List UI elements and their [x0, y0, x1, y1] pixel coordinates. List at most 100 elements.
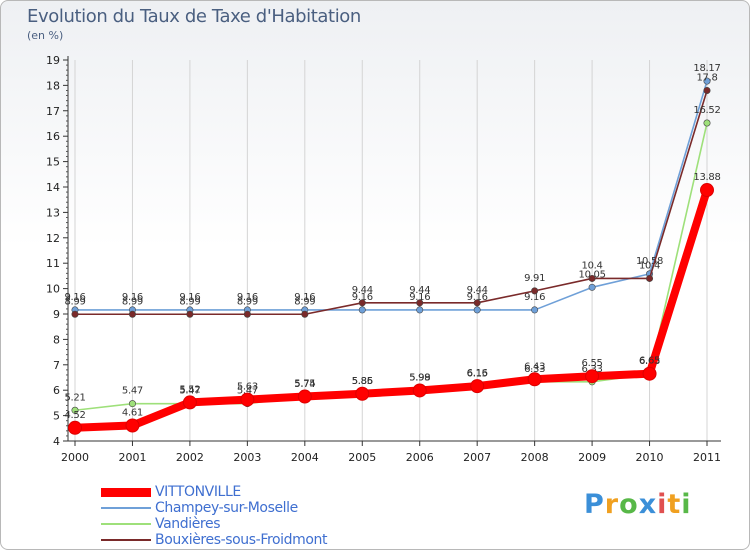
data-point-vittonville: [700, 183, 714, 198]
data-label-bouxieres-sous-froidmont: 8.99: [64, 296, 85, 307]
series-line-vandieres: [74, 122, 708, 412]
y-tick-label: 16: [46, 130, 60, 143]
y-tick-label: 17: [46, 105, 60, 118]
data-point-bouxieres-sous-froidmont: [531, 287, 539, 295]
data-point-bouxieres-sous-froidmont: [646, 274, 654, 282]
data-label-champey-sur-moselle: 9.16: [294, 292, 315, 303]
data-label-vandieres: 5.98: [409, 373, 430, 384]
series-line-champey-sur-moselle: [74, 80, 708, 311]
y-tick-label: 5: [53, 410, 60, 423]
logo-letter: o: [619, 489, 639, 520]
x-tick-label: 2000: [61, 451, 89, 464]
data-label-vandieres: 5.21: [64, 392, 85, 403]
y-tick-label: 12: [46, 232, 60, 245]
data-label-bouxieres-sous-froidmont: 9.91: [524, 273, 545, 284]
logo-letter: i: [657, 489, 668, 520]
data-label-vittonville: 5.63: [237, 382, 258, 393]
data-label-vandieres: 5.47: [179, 386, 200, 397]
data-label-bouxieres-sous-froidmont: 10.4: [582, 260, 603, 271]
proxiti-logo: Proxiti: [584, 489, 692, 520]
data-point-vittonville: [240, 392, 255, 407]
logo-letter: r: [604, 489, 620, 520]
x-tick-label: 2011: [693, 451, 721, 464]
data-label-vittonville: 5.99: [409, 372, 430, 383]
chart-subtitle: (en %): [27, 29, 64, 42]
legend-label-vandieres: Vandières: [155, 516, 221, 532]
data-point-vittonville: [470, 379, 485, 394]
data-label-bouxieres-sous-froidmont: 8.99: [122, 296, 143, 307]
legend-swatch-vittonville: [101, 487, 151, 497]
data-point-vittonville: [642, 366, 657, 381]
x-tick-label: 2004: [291, 451, 319, 464]
data-point-bouxieres-sous-froidmont: [588, 274, 596, 282]
y-tick-label: 6: [53, 384, 60, 397]
data-label-bouxieres-sous-froidmont: 17.8: [696, 72, 717, 83]
logo-letter: P: [584, 489, 605, 520]
data-label-champey-sur-moselle: 9.16: [179, 292, 200, 303]
legend-swatch-champey: [101, 507, 151, 509]
y-tick-label: 18: [46, 79, 60, 92]
data-label-vittonville: 6.65: [639, 356, 660, 367]
data-label-champey-sur-moselle: 18.17: [693, 63, 720, 74]
legend-item-champey: Champey-sur-Moselle: [101, 500, 327, 516]
legend-swatch-vandieres: [101, 523, 151, 525]
data-point-vittonville: [68, 420, 82, 435]
data-label-vandieres: 5.47: [237, 386, 258, 397]
data-label-vandieres: 16.52: [693, 105, 720, 116]
x-tick-label: 2005: [348, 451, 376, 464]
y-tick-label: 9: [53, 308, 60, 321]
data-point-champey-sur-moselle: [588, 283, 596, 291]
data-label-champey-sur-moselle: 9.16: [122, 292, 143, 303]
series-line-vittonville: [71, 186, 711, 432]
data-label-vittonville: 6.16: [467, 368, 488, 379]
logo-letter: t: [667, 489, 682, 520]
x-tick-label: 2010: [636, 451, 664, 464]
data-label-bouxieres-sous-froidmont: 10.4: [639, 260, 660, 271]
data-label-bouxieres-sous-froidmont: 9.44: [467, 285, 488, 296]
legend: VITTONVILLE Champey-sur-Moselle Vandière…: [101, 484, 328, 548]
data-label-vandieres: 5.85: [352, 376, 373, 387]
data-point-vandieres: [128, 400, 136, 408]
data-label-vittonville: 6.43: [524, 361, 545, 372]
data-label-champey-sur-moselle: 9.16: [237, 292, 258, 303]
data-label-champey-sur-moselle: 10.05: [579, 269, 606, 280]
data-point-bouxieres-sous-froidmont: [128, 310, 136, 318]
y-tick-label: 8: [53, 333, 60, 346]
data-label-bouxieres-sous-froidmont: 8.99: [237, 296, 258, 307]
data-point-champey-sur-moselle: [703, 77, 711, 85]
data-label-vittonville: 5.52: [179, 384, 200, 395]
data-label-vittonville: 5.86: [352, 376, 373, 387]
data-point-vittonville: [297, 389, 312, 404]
x-tick-label: 2007: [463, 451, 491, 464]
x-tick-label: 2002: [176, 451, 204, 464]
data-point-vittonville: [585, 369, 600, 384]
data-label-bouxieres-sous-froidmont: 8.99: [294, 296, 315, 307]
data-label-vittonville: 4.52: [64, 410, 85, 421]
data-label-bouxieres-sous-froidmont: 8.99: [179, 296, 200, 307]
data-point-vittonville: [182, 395, 197, 410]
data-point-vittonville: [527, 372, 542, 387]
data-point-bouxieres-sous-froidmont: [703, 86, 711, 94]
x-tick-label: 2003: [233, 451, 261, 464]
data-point-vittonville: [355, 386, 370, 401]
data-label-vittonville: 6.55: [582, 358, 603, 369]
chart-title: Evolution du Taux de Taxe d'Habitation: [27, 6, 361, 27]
data-point-champey-sur-moselle: [473, 306, 481, 314]
data-point-champey-sur-moselle: [531, 306, 539, 314]
data-point-vandieres: [703, 119, 711, 127]
data-label-bouxieres-sous-froidmont: 9.44: [409, 285, 430, 296]
data-point-vittonville: [412, 383, 427, 398]
y-tick-label: 15: [46, 156, 60, 169]
data-point-vandieres: [71, 406, 79, 414]
data-label-champey-sur-moselle: 10.58: [636, 256, 663, 267]
data-point-bouxieres-sous-froidmont: [71, 310, 79, 318]
data-label-vandieres: 6.33: [524, 364, 545, 375]
data-point-bouxieres-sous-froidmont: [473, 299, 481, 307]
y-tick-label: 14: [46, 181, 60, 194]
y-tick-label: 19: [46, 54, 60, 67]
data-label-champey-sur-moselle: 9.16: [524, 292, 545, 303]
y-tick-label: 4: [53, 435, 60, 448]
data-point-bouxieres-sous-froidmont: [358, 299, 366, 307]
